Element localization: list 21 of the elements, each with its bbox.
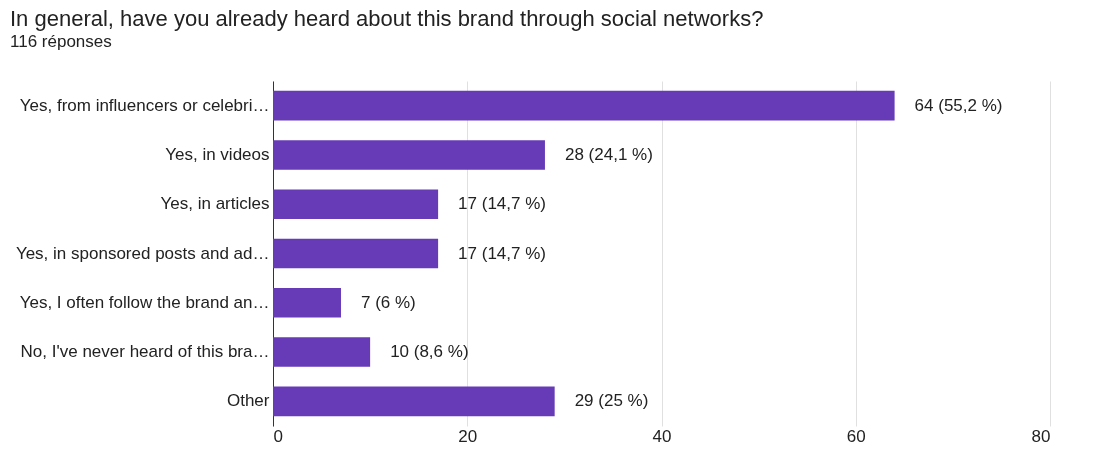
chart-title: In general, have you already heard about this brand through social networks? — [10, 6, 764, 31]
text: 116 réponses — [10, 32, 112, 51]
data-label: 10 (8,6 %) — [390, 342, 469, 362]
x-tick-label: 80 — [1031, 426, 1051, 446]
data-label: 29 (25 %) — [574, 391, 649, 411]
y-tick-label: Yes, in sponsored posts and ad… — [15, 243, 270, 263]
y-tick-label: Yes, I often follow the brand an… — [19, 292, 270, 312]
y-tick-label: Yes, in articles — [160, 194, 270, 214]
y-tick-label: Yes, from influencers or celebri… — [19, 95, 270, 115]
y-tick-label: Yes, in videos — [165, 144, 270, 164]
data-label: 64 (55,2 %) — [914, 95, 1003, 115]
x-tick-label: 60 — [846, 426, 866, 446]
y-tick-label: No, I've never heard of this bra… — [20, 342, 270, 362]
x-tick-label: 20 — [458, 426, 478, 446]
data-label: 17 (14,7 %) — [458, 194, 546, 214]
y-tick-label: Other — [226, 391, 270, 411]
x-tick-label: 0 — [273, 426, 283, 446]
data-label: 7 (6 %) — [360, 292, 416, 312]
x-tick-label: 40 — [652, 426, 672, 446]
data-label: 28 (24,1 %) — [564, 144, 653, 164]
data-label: 17 (14,7 %) — [458, 243, 546, 263]
